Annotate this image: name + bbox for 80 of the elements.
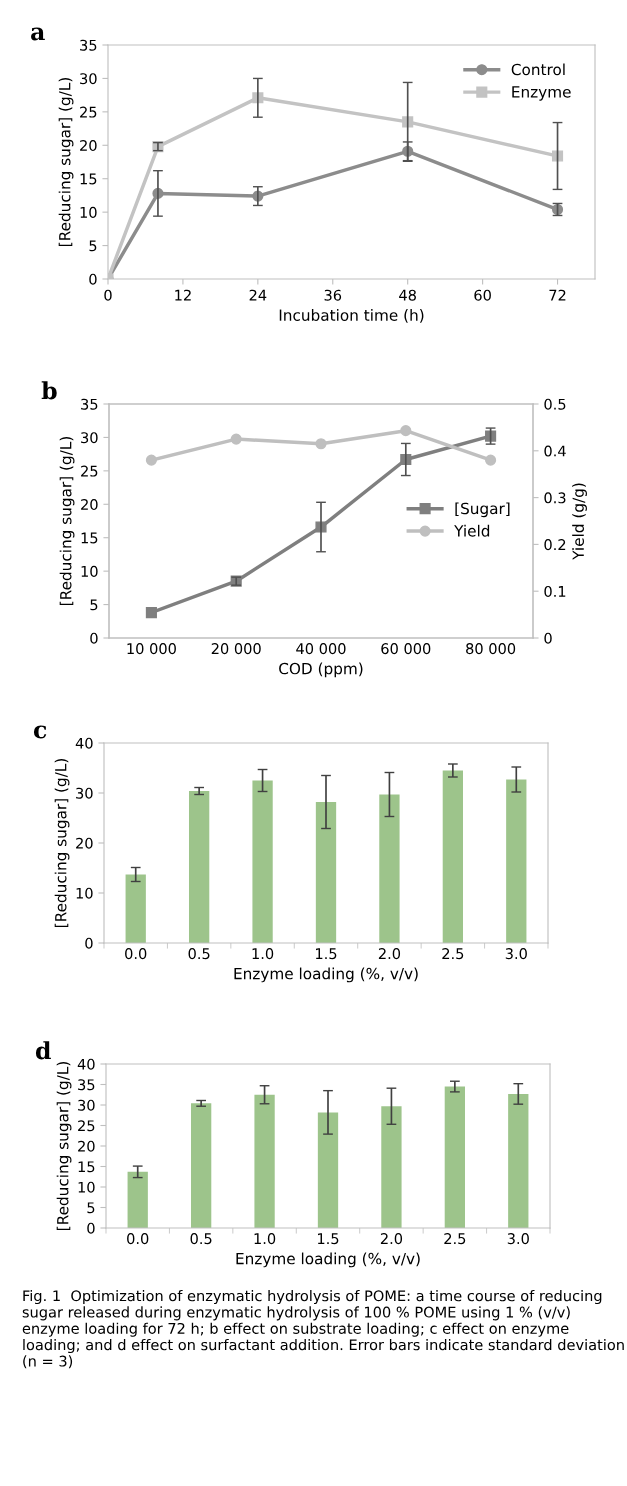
y-axis-title: [Reducing sugar] (g/L)	[54, 759, 70, 927]
x-tick-label: 80 000	[466, 643, 516, 655]
x-tick-label: 2.0	[380, 1233, 403, 1245]
legend-label: Enzyme	[512, 86, 571, 101]
y-tick-label: 10	[78, 1181, 95, 1193]
y-tick-label: 5	[90, 599, 98, 611]
y2-axis-title: Yield (g/g)	[572, 483, 587, 560]
y-tick-label: 5	[87, 1202, 95, 1214]
y-tick-label: 30	[80, 73, 97, 85]
x-tick-label: 1.0	[252, 948, 274, 960]
y-tick-label: 25	[80, 106, 97, 118]
y-tick-label: 20	[81, 499, 98, 511]
y-tick-label: 10	[80, 206, 97, 218]
y-axis-title: [Reducing sugar] (g/L)	[59, 437, 75, 605]
chart-title: a	[31, 27, 45, 41]
y-axis-title: [Reducing sugar] (g/L)	[56, 1062, 72, 1230]
x-tick-label: 2.5	[442, 948, 464, 960]
x-tick-label: 60 000	[381, 643, 431, 655]
x-axis-title: COD (ppm)	[279, 662, 363, 678]
x-tick-label: 10 000	[127, 643, 176, 655]
x-tick-label: 0	[104, 289, 112, 301]
legend-label: Control	[511, 63, 565, 76]
x-tick-label: 1.5	[318, 1233, 339, 1245]
x-tick-label: 3.0	[507, 1233, 529, 1245]
y-tick-label: 25	[81, 465, 98, 477]
y-tick-label: 15	[78, 1161, 95, 1173]
y-tick-label: 0	[89, 273, 97, 285]
y-tick-label: 35	[78, 1079, 95, 1091]
x-axis-title: Enzyme loading (%, v/v)	[234, 967, 418, 983]
y-tick-label: 30	[76, 787, 93, 799]
x-tick-label: 0.0	[125, 948, 147, 960]
caption: Fig. 1 Optimization of enzymatic hydrolysis of POME: a time course of reducing sugar released during enzymatic hydrolysis of 100 % POME using 1 % (v/v) enzyme loading for 72 h; b effect on substrate loading; c effect on enzyme loading; and d effect on surfactant addition. Error bars indicate standard deviation (n = 3)	[22, 1290, 624, 1369]
legend-label: [Sugar]	[455, 502, 510, 518]
legend-label: Yield	[454, 524, 490, 537]
y-tick-label: 25	[78, 1120, 95, 1132]
y-tick-label: 10	[76, 887, 93, 899]
y2-tick-label: 0.5	[544, 398, 566, 410]
y-tick-label: 20	[76, 837, 93, 849]
y-tick-label: 40	[77, 1058, 95, 1070]
x-tick-label: 3.0	[505, 948, 527, 960]
y-tick-label: 0	[87, 1222, 95, 1234]
y-tick-label: 15	[81, 532, 98, 544]
x-tick-label: 40 000	[296, 643, 346, 655]
y2-tick-label: 0	[544, 632, 552, 644]
y-tick-label: 30	[81, 432, 98, 444]
y-tick-label: 20	[78, 1140, 95, 1152]
x-axis-title: Enzyme loading (%, v/v)	[236, 1252, 420, 1268]
x-tick-label: 1.5	[316, 948, 337, 960]
x-tick-label: 0.5	[190, 1233, 212, 1245]
x-tick-label: 36	[324, 289, 342, 301]
y-axis-title: [Reducing sugar] (g/L)	[58, 78, 74, 246]
y2-tick-label: 0.4	[544, 445, 566, 457]
y2-tick-label: 0.2	[544, 539, 566, 551]
x-tick-label: 2.0	[378, 948, 401, 960]
x-tick-label: 60	[474, 289, 491, 301]
y2-tick-label: 0.1	[544, 585, 566, 597]
y2-tick-label: 0.3	[544, 492, 566, 504]
y-tick-label: 0	[90, 632, 98, 644]
x-tick-label: 0.0	[127, 1233, 149, 1245]
y-tick-label: 30	[78, 1099, 95, 1111]
x-tick-label: 12	[175, 289, 191, 301]
x-tick-label: 2.5	[444, 1233, 466, 1245]
y-tick-label: 5	[89, 240, 97, 252]
chart-title: c	[33, 725, 47, 739]
x-axis-title: Incubation time (h)	[279, 309, 424, 323]
y-tick-label: 40	[75, 737, 93, 749]
y-tick-label: 10	[81, 565, 98, 577]
y-tick-label: 35	[81, 398, 98, 410]
chart-title: d	[35, 1041, 51, 1060]
x-tick-label: 0.5	[188, 948, 210, 960]
x-tick-label: 1.0	[254, 1233, 276, 1245]
chart-title: b	[41, 381, 57, 400]
x-tick-label: 72	[549, 289, 566, 301]
x-tick-label: 20 000	[211, 643, 261, 655]
y-tick-label: 0	[85, 937, 93, 949]
x-tick-label: 24	[249, 289, 267, 301]
y-tick-label: 20	[80, 140, 97, 152]
y-tick-label: 15	[80, 173, 97, 185]
x-tick-label: 48	[399, 289, 416, 301]
y-tick-label: 35	[80, 39, 97, 51]
